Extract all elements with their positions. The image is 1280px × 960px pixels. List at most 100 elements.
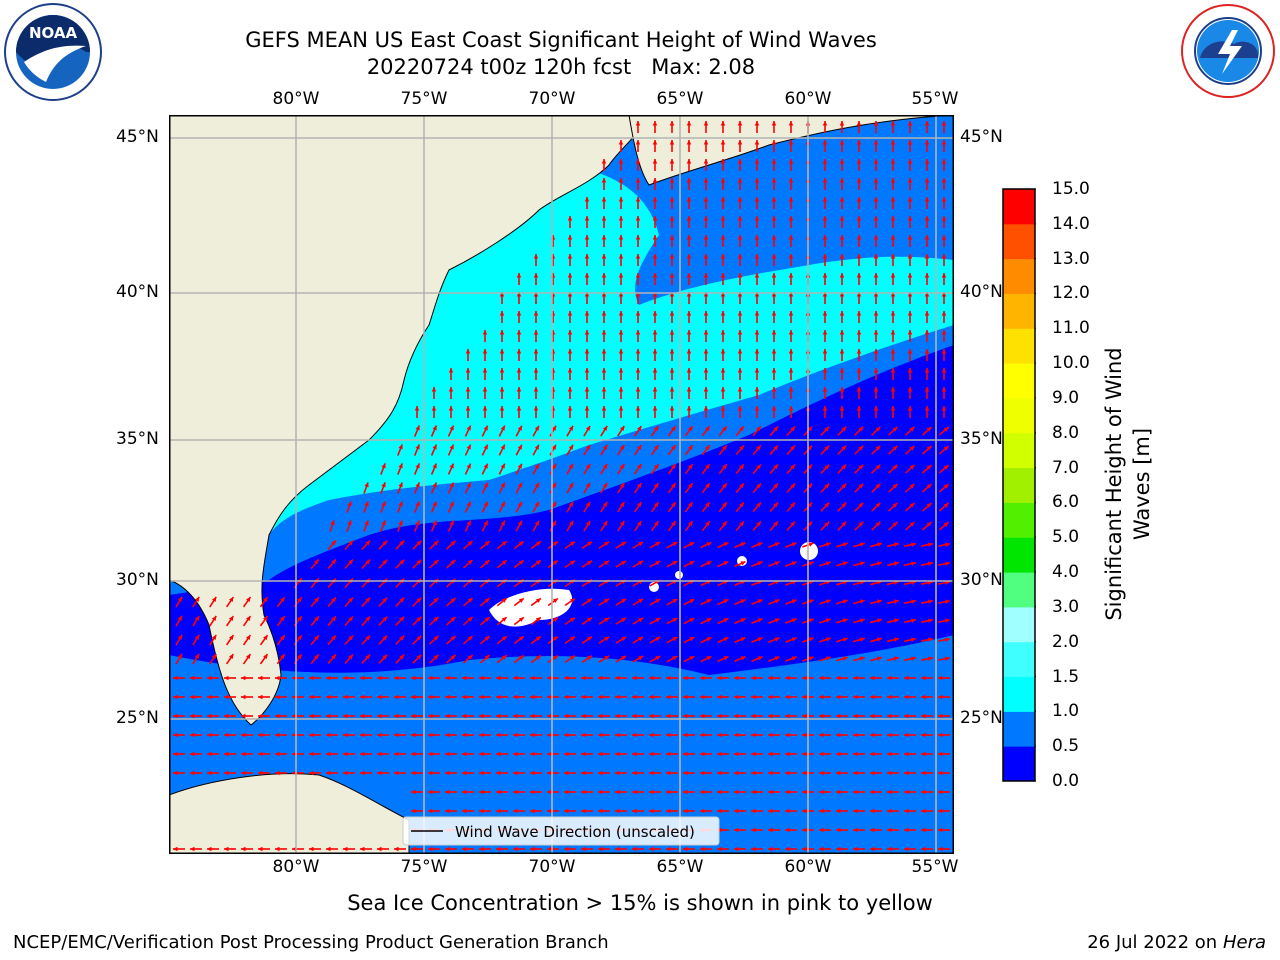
wind-arrow bbox=[737, 178, 743, 190]
wind-arrow bbox=[530, 635, 542, 645]
wind-arrow bbox=[921, 713, 933, 719]
wind-arrow bbox=[667, 482, 677, 494]
wind-arrow bbox=[615, 732, 627, 738]
wind-arrow bbox=[754, 216, 760, 228]
wind-arrow bbox=[343, 751, 355, 757]
wind-arrow bbox=[617, 463, 625, 475]
wind-arrow bbox=[635, 349, 641, 361]
wind-arrow bbox=[890, 178, 896, 190]
wind-arrow bbox=[822, 121, 828, 133]
wind-arrow bbox=[652, 216, 658, 228]
wind-arrow bbox=[615, 789, 627, 795]
colorbar-tick-label: 3.0 bbox=[1052, 596, 1080, 617]
wind-arrow bbox=[754, 159, 760, 171]
wind-arrow bbox=[839, 159, 845, 171]
wind-arrow bbox=[380, 482, 386, 494]
wind-arrow bbox=[701, 444, 711, 456]
wind-arrow bbox=[462, 597, 474, 607]
wind-arrow bbox=[547, 694, 559, 700]
wind-arrow bbox=[583, 425, 591, 437]
wind-arrow bbox=[669, 349, 675, 361]
wind-arrow bbox=[924, 273, 930, 285]
wind-arrow bbox=[703, 140, 709, 152]
wind-arrow bbox=[924, 197, 930, 209]
wind-arrow bbox=[649, 751, 661, 757]
wind-arrow bbox=[703, 368, 709, 380]
wind-arrow bbox=[496, 846, 508, 852]
wind-arrow bbox=[464, 482, 472, 494]
wind-arrow bbox=[836, 808, 848, 814]
wind-arrow bbox=[173, 846, 185, 852]
wind-arrow bbox=[771, 406, 777, 418]
wind-arrow bbox=[785, 846, 797, 852]
wind-arrow bbox=[465, 387, 471, 399]
wind-arrow bbox=[683, 713, 695, 719]
wind-arrow bbox=[564, 654, 576, 664]
wind-arrow bbox=[890, 387, 896, 399]
wind-arrow bbox=[499, 349, 505, 361]
wind-arrow bbox=[584, 330, 590, 342]
wind-arrow bbox=[683, 655, 695, 663]
wind-arrow bbox=[853, 713, 865, 719]
wind-arrow bbox=[754, 273, 760, 285]
colorbar-segment bbox=[1003, 711, 1035, 747]
wind-arrow bbox=[496, 635, 508, 645]
wind-arrow bbox=[209, 634, 217, 646]
wind-arrow bbox=[890, 254, 896, 266]
wind-arrow bbox=[700, 808, 712, 814]
colorbar-segment bbox=[1003, 189, 1035, 225]
wind-arrow bbox=[788, 121, 794, 133]
wind-arrow bbox=[601, 292, 607, 304]
wind-arrow bbox=[856, 349, 862, 361]
map-legend: Wind Wave Direction (unscaled) bbox=[402, 816, 720, 846]
wind-arrow bbox=[464, 463, 472, 475]
wind-arrow bbox=[904, 694, 916, 700]
wind-arrow bbox=[309, 694, 321, 700]
wind-arrow bbox=[822, 140, 828, 152]
wind-arrow bbox=[754, 178, 760, 190]
wind-arrow bbox=[839, 140, 845, 152]
wind-arrow bbox=[192, 615, 200, 627]
wind-arrow bbox=[717, 751, 729, 757]
wind-arrow bbox=[869, 599, 883, 605]
wind-arrow bbox=[175, 615, 183, 627]
wind-arrow bbox=[547, 751, 559, 757]
wind-arrow bbox=[481, 444, 489, 456]
wind-arrow bbox=[464, 501, 472, 513]
wind-arrow bbox=[869, 618, 883, 624]
land-nova-scotia bbox=[628, 115, 954, 186]
wind-arrow bbox=[276, 634, 286, 646]
wind-arrow bbox=[887, 808, 899, 814]
wind-arrow bbox=[465, 406, 471, 418]
wind-arrow bbox=[870, 694, 882, 700]
wind-arrow bbox=[751, 732, 763, 738]
wind-arrow bbox=[428, 694, 440, 700]
wind-arrow bbox=[703, 216, 709, 228]
wind-arrow bbox=[856, 140, 862, 152]
wind-arrow bbox=[701, 520, 711, 532]
wind-arrow bbox=[768, 599, 780, 605]
wind-arrow bbox=[907, 197, 913, 209]
wind-arrow bbox=[532, 463, 540, 475]
wind-arrow bbox=[703, 387, 709, 399]
wind-arrow bbox=[907, 178, 913, 190]
wind-arrow bbox=[683, 560, 695, 568]
wind-arrow bbox=[530, 732, 542, 738]
wind-arrow bbox=[686, 235, 692, 247]
wind-arrow bbox=[515, 501, 523, 513]
wind-arrow bbox=[258, 732, 270, 738]
wind-arrow bbox=[378, 616, 388, 626]
wind-arrow bbox=[751, 617, 763, 625]
wind-arrow bbox=[785, 542, 797, 548]
wind-arrow bbox=[225, 615, 235, 627]
wind-arrow bbox=[462, 732, 474, 738]
wind-arrow bbox=[343, 846, 355, 852]
wind-arrow bbox=[377, 713, 389, 719]
lon-label-top: 70°W bbox=[528, 89, 576, 109]
wind-arrow bbox=[343, 694, 355, 700]
wind-arrow bbox=[564, 675, 576, 681]
wind-arrow bbox=[734, 732, 746, 738]
wind-arrow bbox=[822, 387, 828, 399]
wind-arrow bbox=[549, 463, 557, 475]
wind-arrow bbox=[703, 292, 709, 304]
